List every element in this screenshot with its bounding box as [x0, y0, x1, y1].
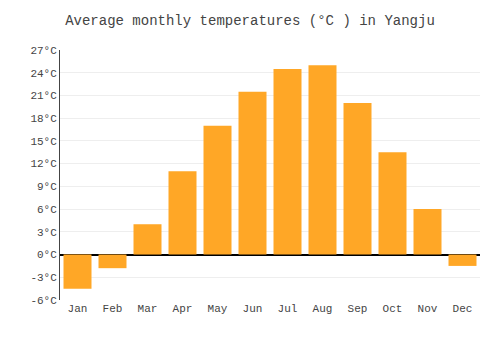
svg-text:Sep: Sep [348, 303, 368, 315]
svg-text:Jul: Jul [278, 303, 298, 315]
svg-text:27°C: 27°C [30, 45, 57, 57]
svg-text:Mar: Mar [138, 303, 158, 315]
svg-text:Nov: Nov [418, 303, 438, 315]
svg-text:6°C: 6°C [37, 204, 57, 216]
svg-text:-3°C: -3°C [30, 272, 57, 284]
svg-text:Dec: Dec [453, 303, 473, 315]
svg-text:Apr: Apr [173, 303, 193, 315]
svg-text:Feb: Feb [103, 303, 123, 315]
svg-text:15°C: 15°C [30, 136, 57, 148]
svg-text:24°C: 24°C [30, 68, 57, 80]
svg-text:3°C: 3°C [37, 227, 57, 239]
svg-text:-6°C: -6°C [30, 295, 57, 307]
svg-text:Jun: Jun [243, 303, 263, 315]
svg-text:12°C: 12°C [30, 158, 57, 170]
svg-text:21°C: 21°C [30, 90, 57, 102]
svg-text:Oct: Oct [383, 303, 403, 315]
svg-text:May: May [208, 303, 228, 315]
svg-text:9°C: 9°C [37, 181, 57, 193]
svg-text:0°C: 0°C [37, 249, 57, 261]
svg-text:Average monthly temperatures (: Average monthly temperatures (°C ) in Ya… [65, 13, 435, 29]
svg-text:Jan: Jan [68, 303, 88, 315]
svg-text:Aug: Aug [313, 303, 333, 315]
svg-text:18°C: 18°C [30, 113, 57, 125]
